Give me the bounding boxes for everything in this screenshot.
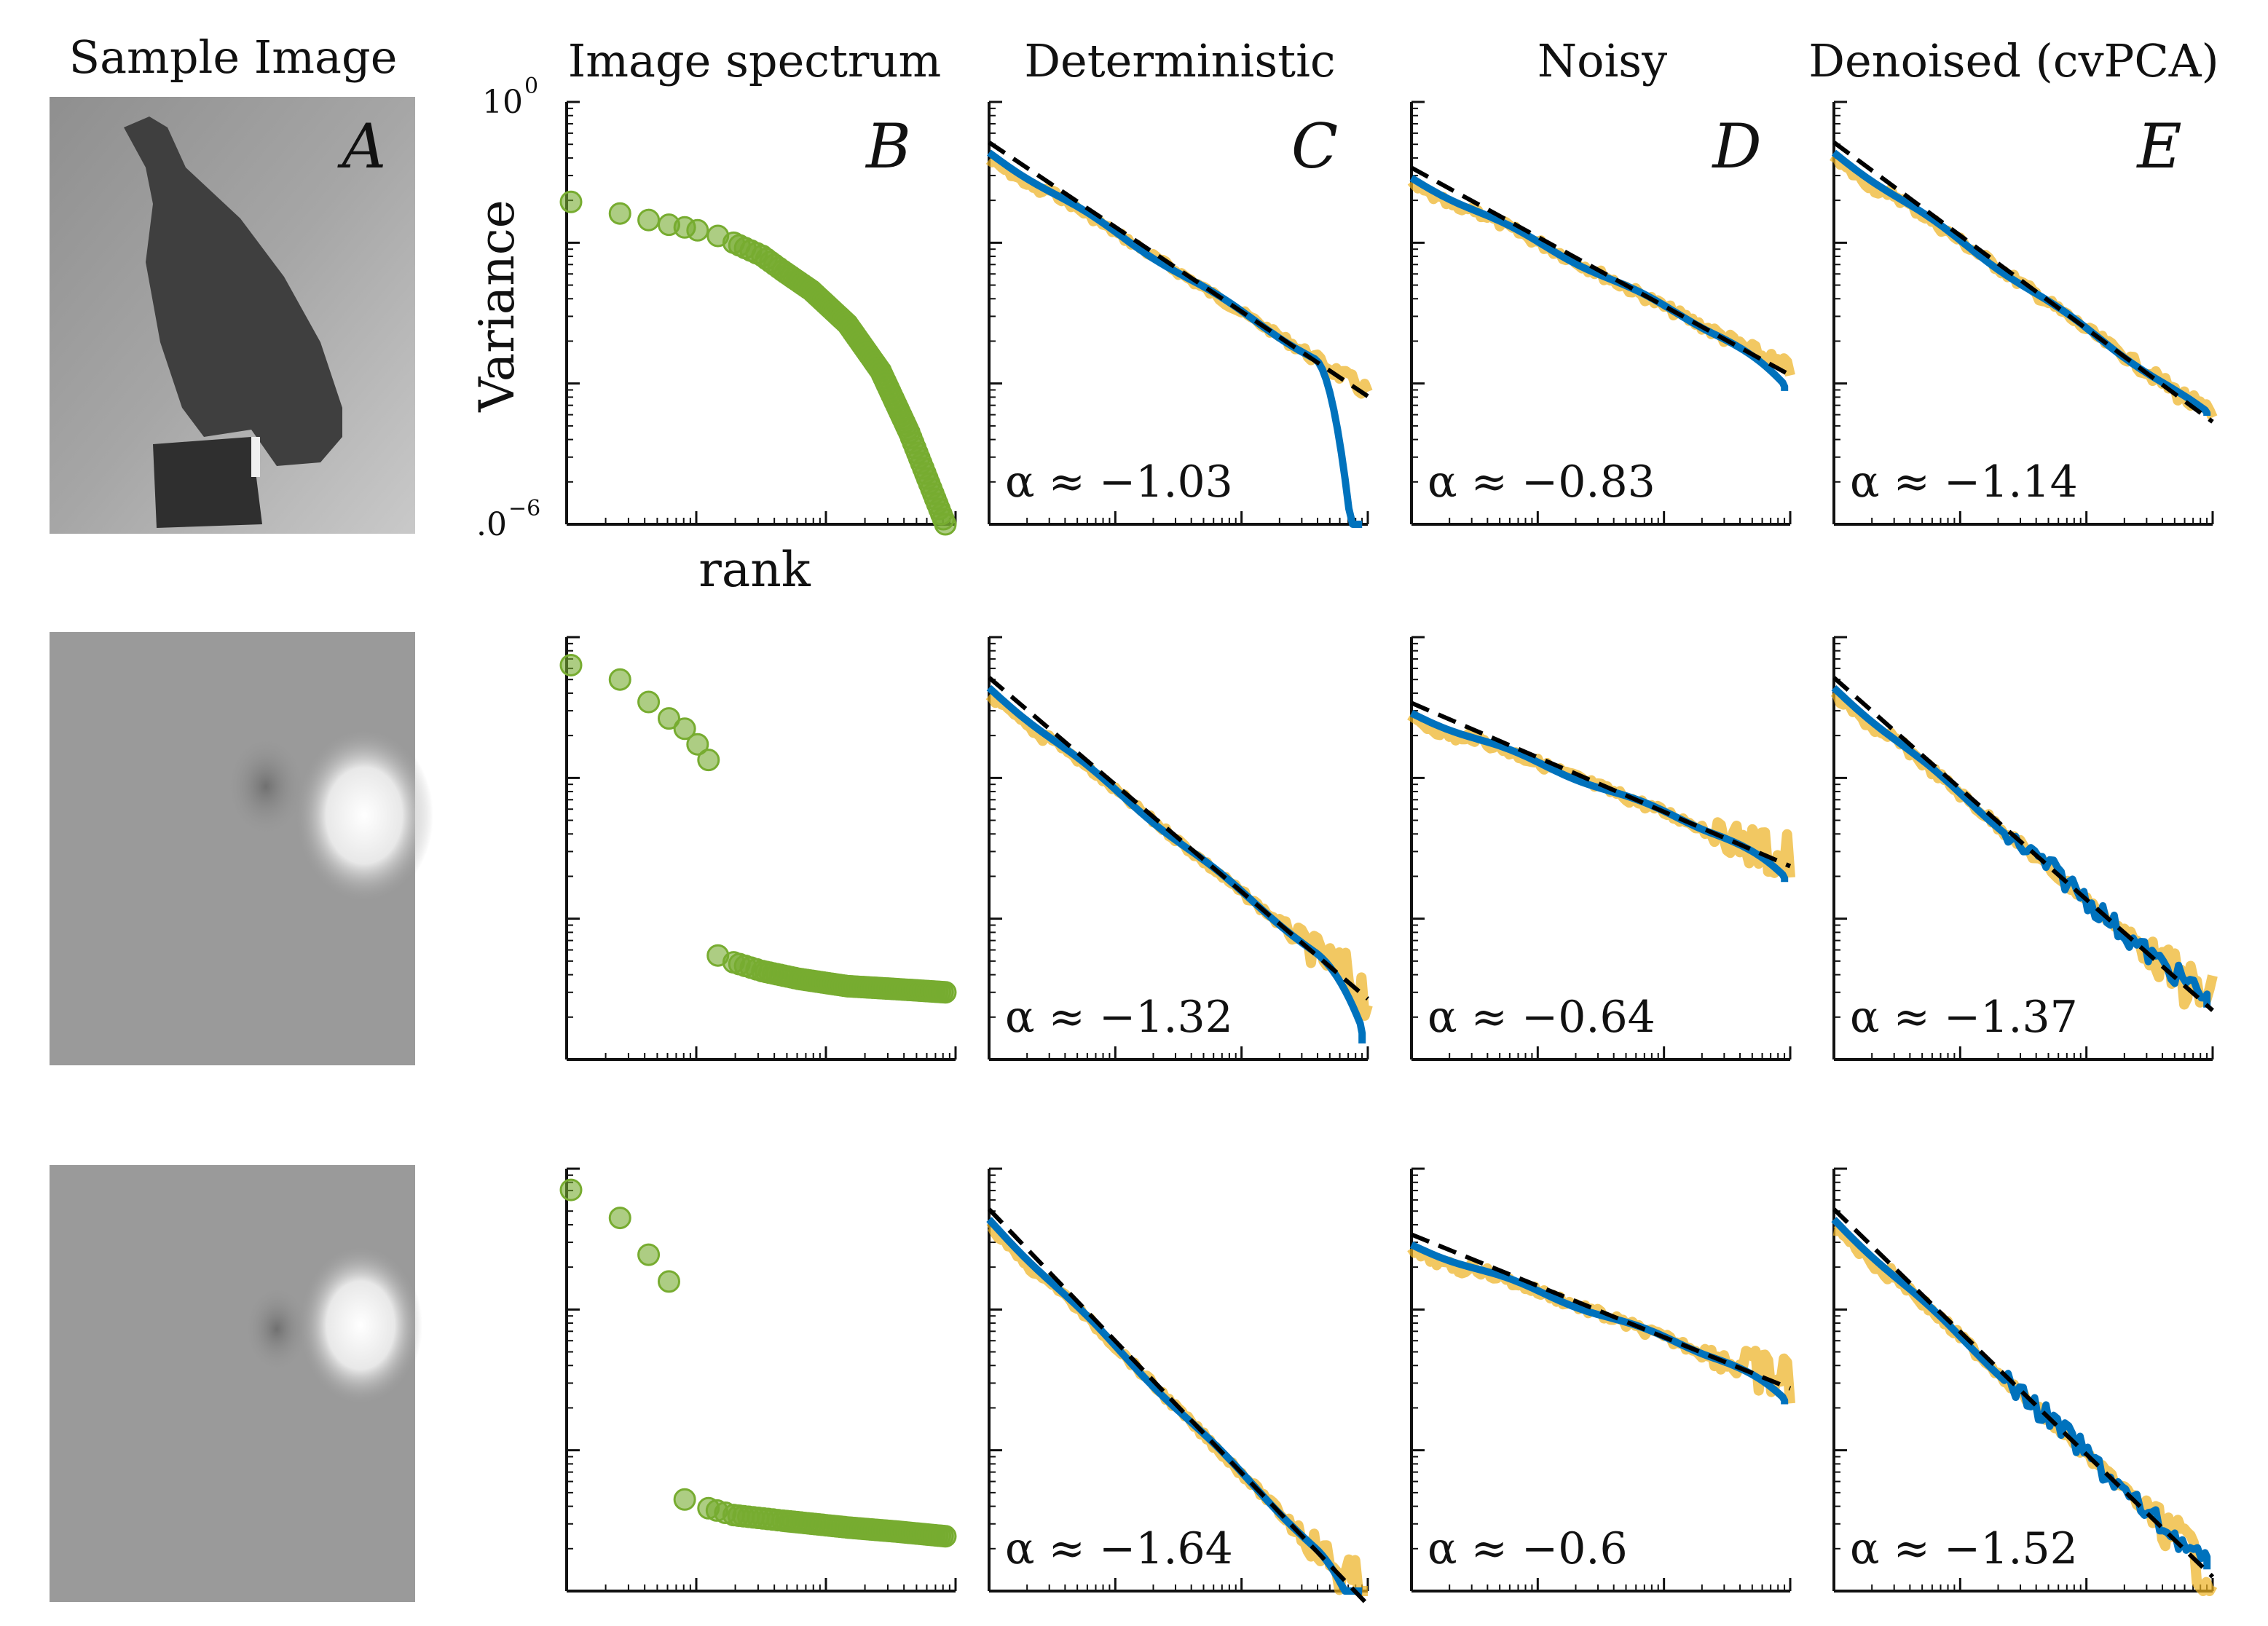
noisy-blue-trace <box>1409 1241 1789 1405</box>
panel-letter-b: B <box>865 111 911 182</box>
spectrum-point <box>559 653 583 676</box>
panel-letter-a: A <box>337 111 387 182</box>
svg-text:−6: −6 <box>508 496 540 521</box>
spectrum-point <box>686 218 709 242</box>
spectrum-point <box>637 1243 661 1266</box>
deterministic-panel-row-2: α ≈ −1.32 <box>985 636 1373 1061</box>
title-image-spectrum: Image spectrum <box>568 34 942 87</box>
noisy-fit-line <box>1410 1232 1792 1391</box>
spectrum-point <box>608 202 631 225</box>
denoised-alpha-label: α ≈ −1.14 <box>1850 457 2078 508</box>
spectrum-point <box>657 707 680 730</box>
deterministic-fit-line <box>988 676 1369 1001</box>
noisy-alpha-label: α ≈ −0.6 <box>1428 1523 1628 1574</box>
denoised-panel-row-1: α ≈ −1.14 <box>1830 100 2218 526</box>
noisy-orange-trace <box>1407 712 1795 878</box>
ylabel-variance: Variance <box>469 200 525 413</box>
spectrum-point <box>697 749 720 772</box>
ytick-top: 10 0 <box>482 74 538 121</box>
title-deterministic: Deterministic <box>1024 34 1335 87</box>
denoised-fit-line <box>1832 1207 2215 1579</box>
svg-text:.0: .0 <box>476 506 507 543</box>
denoised-blue-trace <box>1831 684 2211 1008</box>
deterministic-alpha-label: α ≈ −1.64 <box>1005 1523 1233 1574</box>
sample-image-bird <box>50 97 415 534</box>
denoised-alpha-label: α ≈ −1.52 <box>1850 1523 2078 1574</box>
denoised-panel-row-3: α ≈ −1.52 <box>1831 1167 2218 1596</box>
spectrum-point <box>934 513 957 536</box>
spectrum-panel-row-1 <box>559 100 957 536</box>
deterministic-orange-trace <box>985 691 1373 1021</box>
title-denoised: Denoised (cvPCA) <box>1808 34 2218 87</box>
spectrum-point <box>637 208 661 232</box>
noisy-alpha-label: α ≈ −0.83 <box>1428 457 1655 508</box>
noisy-fit-line <box>1410 165 1792 377</box>
spectrum-point <box>559 190 583 213</box>
spectrum-point <box>657 1270 680 1293</box>
deterministic-panel-row-3: α ≈ −1.64 <box>986 1167 1370 1606</box>
deterministic-blue-trace <box>987 149 1364 528</box>
title-sample-image: Sample Image <box>69 31 398 84</box>
spectrum-point <box>934 1525 957 1548</box>
svg-text:10: 10 <box>482 84 523 121</box>
xlabel-rank: rank <box>698 542 811 598</box>
noisy-orange-trace <box>1407 1245 1795 1404</box>
denoised-panel-row-2: α ≈ −1.37 <box>1830 636 2218 1061</box>
noisy-fit-line <box>1410 700 1792 869</box>
title-noisy: Noisy <box>1537 34 1667 87</box>
spectrum-point <box>673 1488 696 1511</box>
ytick-bottom: .0 −6 <box>476 496 540 543</box>
noisy-blue-trace <box>1409 709 1789 883</box>
deterministic-alpha-label: α ≈ −1.03 <box>1005 457 1233 508</box>
noisy-panel-row-2: α ≈ −0.64 <box>1407 636 1795 1061</box>
spectrum-point <box>637 690 661 714</box>
noisy-blue-trace <box>1409 175 1789 391</box>
svg-text:0: 0 <box>524 74 538 99</box>
spectrum-point <box>686 733 709 756</box>
denoised-fit-line <box>1832 141 2214 424</box>
deterministic-alpha-label: α ≈ −1.32 <box>1005 992 1233 1043</box>
deterministic-panel-row-1: α ≈ −1.03 <box>985 100 1373 528</box>
denoised-alpha-label: α ≈ −1.37 <box>1850 992 2078 1043</box>
spectrum-point <box>559 1178 583 1201</box>
noisy-panel-row-1: α ≈ −0.83 <box>1407 100 1795 526</box>
sample-image-blob-2 <box>50 1165 422 1602</box>
spectrum-panel-row-3 <box>559 1167 957 1593</box>
spectrum-point <box>608 668 631 691</box>
panel-letter-c: C <box>1291 111 1338 182</box>
deterministic-fit-line <box>987 1207 1370 1606</box>
deterministic-fit-line <box>988 141 1369 398</box>
noisy-alpha-label: α ≈ −0.64 <box>1428 992 1655 1043</box>
noisy-panel-row-3: α ≈ −0.6 <box>1407 1167 1795 1593</box>
spectrum-point <box>608 1207 631 1230</box>
spectrum-panel-row-2 <box>559 636 957 1061</box>
sample-image-blob-1 <box>50 632 433 1065</box>
spectrum-point <box>673 717 696 741</box>
denoised-fit-line <box>1832 676 2214 1012</box>
panel-letter-e: E <box>2135 111 2181 182</box>
spectrum-point <box>934 981 957 1004</box>
denoised-blue-trace <box>1831 1217 2211 1570</box>
panel-letter-d: D <box>1711 111 1761 182</box>
